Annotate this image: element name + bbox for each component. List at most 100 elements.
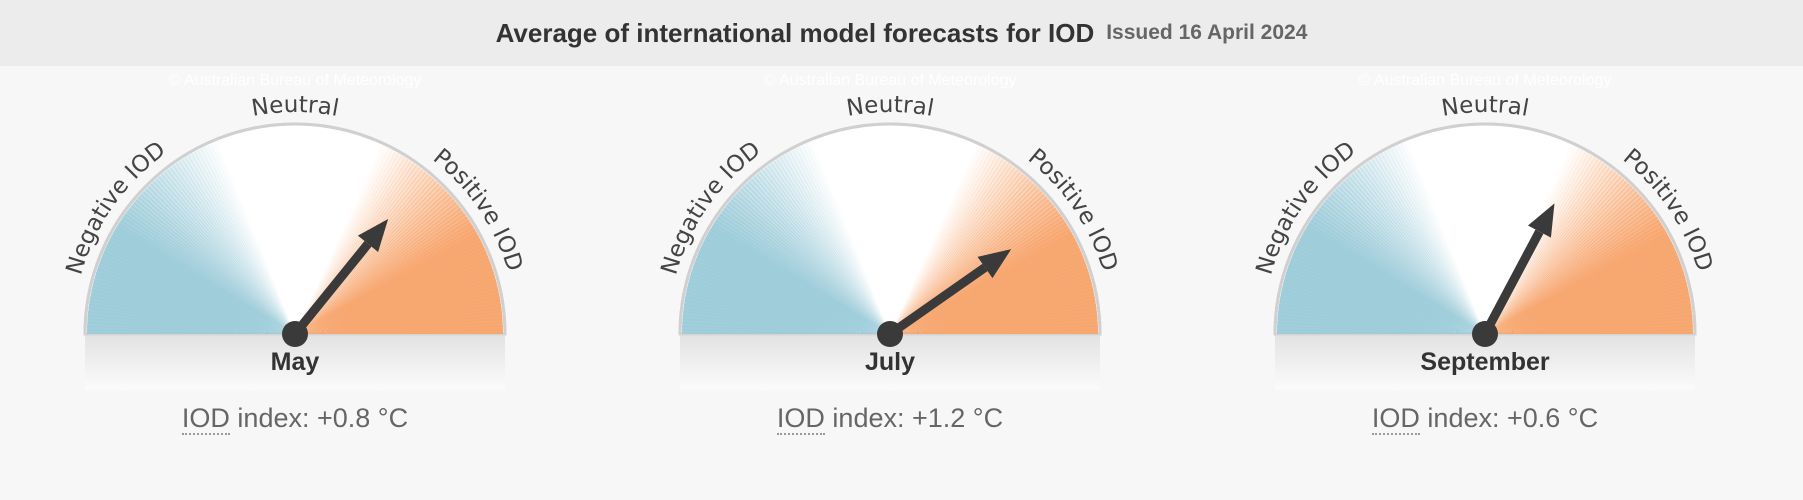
positive-sector: [295, 148, 393, 334]
negative-sector: [1400, 142, 1485, 334]
negative-sector: [138, 194, 295, 334]
negative-sector: [782, 153, 890, 334]
negative-sector: [735, 191, 890, 334]
gauge-needle: [887, 263, 988, 338]
negative-sector: [118, 219, 296, 334]
negative-sector: [1371, 157, 1485, 334]
positive-sector: [1485, 162, 1608, 334]
negative-sector: [1351, 171, 1485, 334]
positive-sector: [890, 169, 1021, 334]
negative-sector: [717, 213, 890, 334]
index-value: +0.6 °C: [1506, 403, 1599, 433]
negative-sector: [795, 146, 890, 334]
negative-sector: [1359, 165, 1485, 334]
negative-sector: [187, 153, 295, 334]
negative-sector: [126, 207, 296, 334]
negative-sector: [178, 158, 295, 334]
gauge-needle: [1481, 229, 1544, 337]
negative-sector: [184, 155, 295, 334]
positive-sector: [295, 207, 464, 334]
negative-sector: [706, 232, 890, 334]
positive-sector: [1485, 229, 1667, 334]
positive-sector: [1485, 165, 1611, 334]
positive-sector: [295, 202, 459, 334]
index-value: +0.8 °C: [316, 403, 409, 433]
watermark: © Australian Bureau of Meteorology: [764, 72, 1017, 89]
negative-sector: [1354, 169, 1485, 334]
negative-sector: [1321, 202, 1485, 334]
negative-sector: [133, 199, 295, 334]
negative-sector: [1348, 173, 1485, 334]
watermark: © Australian Bureau of Meteorology: [1359, 72, 1612, 89]
positive-sector: [295, 183, 443, 334]
positive-sector: [890, 153, 998, 334]
gauge-month-label: May: [270, 348, 320, 376]
negative-sector: [1381, 151, 1485, 334]
negative-sector: [1337, 183, 1485, 334]
positive-sector: [1485, 173, 1622, 334]
negative-sector: [161, 171, 295, 334]
negative-sector: [1340, 181, 1485, 334]
negative-sector: [1393, 145, 1485, 334]
positive-sector: [890, 191, 1045, 334]
negative-sector: [164, 169, 295, 334]
negative-sector: [142, 188, 295, 334]
negative-sector: [1397, 143, 1485, 334]
positive-sector: [890, 157, 1004, 334]
positive-sector: [1485, 158, 1602, 334]
positive-sector: [1485, 171, 1619, 334]
negative-sector: [713, 219, 890, 334]
negative-sector: [726, 202, 890, 334]
negative-sector: [708, 229, 890, 334]
negative-sector: [1318, 205, 1485, 334]
watermark: © Australian Bureau of Meteorology: [169, 72, 422, 89]
negative-sector: [1343, 178, 1485, 334]
positive-sector: [295, 146, 390, 334]
negative-sector: [135, 196, 295, 334]
positive-sector: [890, 148, 988, 334]
positive-sector: [295, 210, 466, 334]
neutral-label: Neutral: [250, 92, 341, 122]
negative-sector: [737, 188, 890, 334]
positive-sector: [1485, 207, 1654, 334]
negative-sector: [753, 173, 890, 334]
negative-sector: [1368, 158, 1485, 334]
positive-sector: [295, 205, 462, 334]
negative-sector: [1304, 225, 1485, 334]
negative-sector: [140, 191, 295, 334]
negative-sector: [203, 145, 295, 334]
positive-sector: [295, 149, 396, 334]
negative-sector: [124, 210, 295, 334]
gauge-rim: [83, 122, 507, 335]
positive-sector: [890, 165, 1016, 334]
positive-sector: [890, 186, 1040, 334]
gauge-rim: [1273, 122, 1697, 335]
negative-sector: [1332, 188, 1485, 334]
positive-sector: [1485, 232, 1669, 334]
negative-sector: [1374, 155, 1485, 334]
negative-sector: [114, 225, 295, 334]
gauge-month-label: September: [1420, 348, 1550, 376]
positive-sector: [1485, 176, 1625, 334]
negative-sector: [153, 178, 295, 334]
negative-sector: [1345, 176, 1485, 334]
negative-sector: [740, 186, 890, 334]
negative-sector: [750, 176, 890, 334]
positive-sector: [295, 186, 445, 334]
positive-sector: [1485, 210, 1656, 334]
negative-sector: [1335, 186, 1485, 334]
iod-index-readout: IOD index: +1.2 °C: [660, 403, 1120, 435]
negative-sector: [1303, 229, 1485, 334]
negative-sector: [792, 148, 890, 334]
negative-sector: [1316, 207, 1485, 334]
negative-sector: [207, 143, 295, 334]
negative-sector: [116, 222, 295, 334]
negative-sector: [1308, 219, 1485, 334]
negative-sector: [175, 160, 295, 334]
positive-sector: [890, 149, 991, 334]
positive-sector: [890, 181, 1035, 334]
positive-sector: [1485, 219, 1662, 334]
negative-sector: [1306, 222, 1485, 334]
